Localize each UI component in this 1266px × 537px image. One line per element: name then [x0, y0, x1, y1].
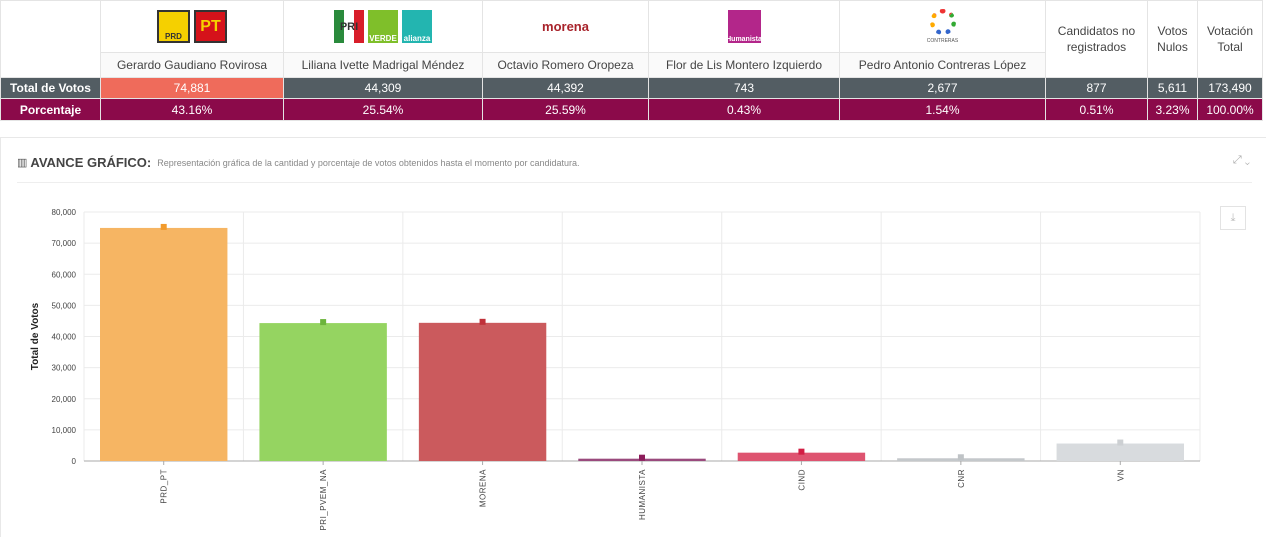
bar-cind — [737, 452, 866, 461]
y-tick-label: 70,000 — [52, 239, 77, 248]
expand-icon[interactable]: ⤢ — [1232, 154, 1242, 166]
chevron-down-icon[interactable]: ⌄ — [1244, 154, 1250, 166]
pct-cell: 0.51% — [1045, 98, 1148, 121]
bar-marker — [1117, 439, 1124, 446]
party-logo-pri-verde-alianza: PRI VERDE alianza — [283, 0, 483, 53]
pct-cell: 1.54% — [839, 98, 1046, 121]
x-tick-label: VN — [1116, 469, 1125, 481]
candidate-name: Octavio Romero Oropeza — [482, 52, 649, 78]
download-icon: ⤓ — [1230, 212, 1236, 224]
x-tick-label: HUMANISTA — [638, 469, 647, 520]
bar-marker — [479, 318, 486, 325]
y-tick-label: 80,000 — [52, 208, 77, 217]
party-logo-morena: morena — [482, 0, 649, 53]
pct-cell: 25.54% — [283, 98, 483, 121]
bar-marker — [320, 319, 327, 326]
y-axis-label: Total de Votos — [30, 302, 41, 370]
panel-subtitle: Representación gráfica de la cantidad y … — [157, 157, 580, 168]
pct-cell: 0.43% — [648, 98, 840, 121]
votes-cell: 173,490 — [1197, 77, 1263, 99]
bar-marker — [957, 454, 964, 461]
panel-title-text: AVANCE GRÁFICO: — [30, 155, 152, 170]
votes-cell: 743 — [648, 77, 840, 99]
votes-cell: 44,392 — [482, 77, 649, 99]
pct-cell: 3.23% — [1147, 98, 1198, 121]
results-table: PRD PT PRI VERDE alianza morena Humanist… — [0, 0, 1263, 121]
x-tick-label: MORENA — [479, 469, 488, 507]
y-tick-label: 60,000 — [52, 270, 77, 279]
votes-cell: 2,677 — [839, 77, 1046, 99]
header-votacion-total: Votación Total — [1197, 0, 1263, 78]
row-label-votes: Total de Votos — [0, 77, 101, 99]
y-tick-label: 10,000 — [52, 426, 77, 435]
download-button[interactable]: ⤓ — [1220, 206, 1246, 230]
row-label-pct: Porcentaje — [0, 98, 101, 121]
candidate-name: Gerardo Gaudiano Rovirosa — [100, 52, 284, 78]
pct-cell: 100.00% — [1197, 98, 1263, 121]
y-tick-label: 40,000 — [52, 333, 77, 342]
y-tick-label: 50,000 — [52, 301, 77, 310]
divider — [17, 182, 1252, 183]
pct-cell: 43.16% — [100, 98, 284, 121]
y-tick-label: 30,000 — [52, 364, 77, 373]
header-votos-nulos: Votos Nulos — [1147, 0, 1198, 78]
x-tick-label: PRD_PT — [160, 469, 169, 504]
x-tick-label: CNR — [957, 469, 966, 488]
bar-marker — [639, 454, 645, 461]
panel-title: ▥ AVANCE GRÁFICO: Representación gráfica… — [17, 155, 580, 170]
bar-chart-icon: ▥ — [17, 157, 28, 169]
header-cnr: Candidatos no registrados — [1045, 0, 1148, 78]
bar-morena — [418, 322, 547, 461]
corner-cell — [0, 0, 101, 78]
x-tick-label: CIND — [797, 469, 806, 491]
y-tick-label: 20,000 — [52, 395, 77, 404]
pct-cell: 25.59% — [482, 98, 649, 121]
candidate-name: Liliana Ivette Madrigal Méndez — [283, 52, 483, 78]
x-tick-label: PRI_PVEM_NA — [319, 469, 328, 531]
bar-marker — [798, 448, 805, 455]
bar-prd_pt — [100, 227, 228, 461]
bar-vn — [1056, 443, 1184, 461]
candidate-name: Pedro Antonio Contreras López — [839, 52, 1046, 78]
chart-panel: ▥ AVANCE GRÁFICO: Representación gráfica… — [0, 137, 1266, 537]
y-tick-label: 0 — [72, 457, 77, 466]
bar-pri_pvem_na — [259, 323, 387, 461]
bar-marker — [160, 223, 167, 230]
party-logo-humanista: Humanista — [648, 0, 840, 53]
